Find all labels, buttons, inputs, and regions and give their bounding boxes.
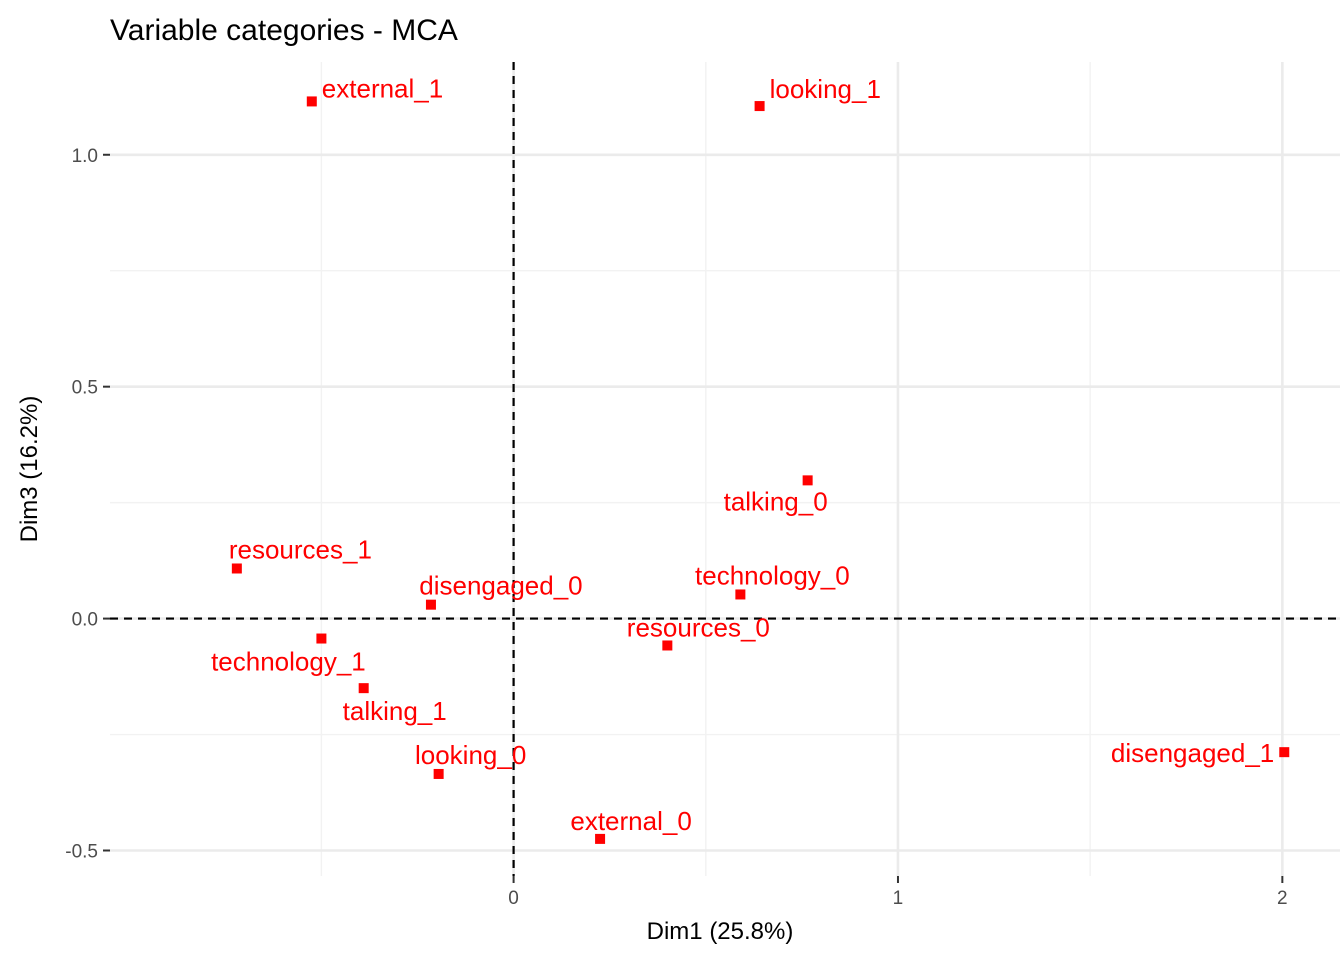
point-label-talking_0: talking_0: [724, 486, 828, 516]
point-marker-external_1: [306, 96, 317, 107]
point-label-external_1: external_1: [322, 73, 443, 103]
point-label-looking_0: looking_0: [415, 740, 526, 770]
point-marker-disengaged_1: [1279, 747, 1290, 758]
grid: [110, 62, 1340, 876]
point-marker-talking_0: [802, 475, 813, 486]
x-tick-label: 2: [1277, 888, 1288, 909]
axis-ticks: 0 1 2 -0.5 0.0 0.5 1.0: [65, 146, 1287, 909]
point-label-looking_1: looking_1: [770, 74, 881, 104]
y-tick-label: 1.0: [72, 146, 98, 167]
y-tick-label: -0.5: [65, 841, 98, 862]
point-label-disengaged_1: disengaged_1: [1111, 738, 1274, 768]
y-tick-label: 0.5: [72, 378, 98, 399]
point-label-talking_1: talking_1: [343, 696, 447, 726]
reference-lines: [110, 62, 1340, 876]
point-marker-looking_1: [754, 101, 765, 112]
point-marker-technology_0: [735, 589, 746, 600]
point-marker-disengaged_0: [425, 599, 436, 610]
point-marker-technology_1: [316, 633, 327, 644]
point-label-technology_1: technology_1: [211, 647, 366, 677]
x-tick-label: 1: [893, 888, 904, 909]
chart-title: Variable categories - MCA: [110, 14, 458, 47]
point-marker-resources_0: [662, 640, 673, 651]
point-label-external_0: external_0: [570, 806, 691, 836]
point-marker-talking_1: [358, 683, 369, 694]
point-marker-resources_1: [231, 563, 242, 574]
point-label-technology_0: technology_0: [695, 560, 850, 590]
point-marker-looking_0: [433, 768, 444, 779]
point-label-resources_1: resources_1: [229, 534, 372, 564]
y-tick-label: 0.0: [72, 610, 98, 631]
data-points: external_1 looking_1 talking_0 resources_1d…: [211, 73, 1290, 844]
x-axis-title: Dim1 (25.8%): [647, 918, 794, 945]
y-axis-title: Dim3 (16.2%): [16, 396, 43, 543]
point-label-resources_0: resources_0: [627, 612, 770, 642]
x-tick-label: 0: [508, 888, 519, 909]
point-marker-external_0: [595, 833, 606, 844]
point-label-disengaged_0: disengaged_0: [419, 571, 582, 601]
